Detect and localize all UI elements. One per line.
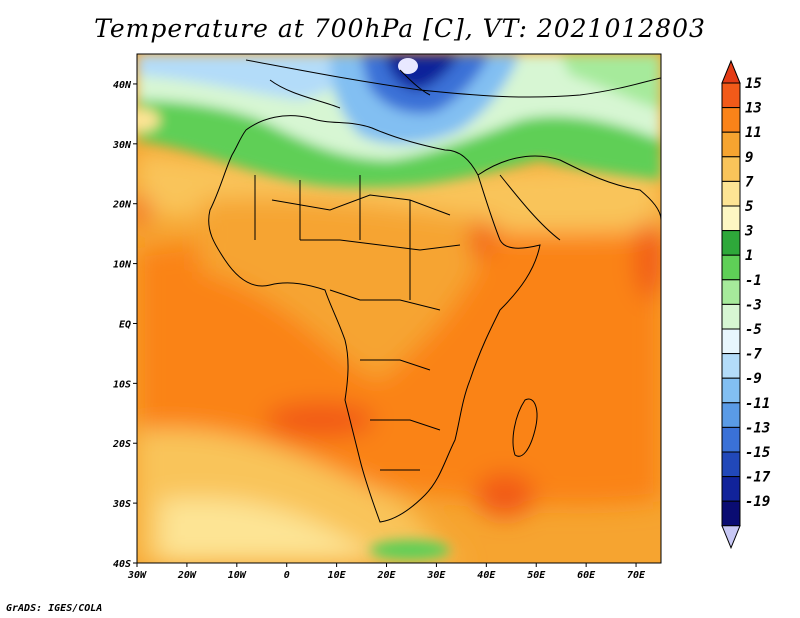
field-band-9c-interior	[200, 197, 500, 380]
colorbar-swatch	[721, 426, 741, 453]
country-borders	[254, 175, 461, 471]
madagascar-coastline	[512, 398, 538, 457]
colorbar-label: -13	[745, 420, 770, 436]
colorbar-swatch	[721, 353, 741, 379]
latitude-axis: 40N 30N 20N 10N EQ 10S 20S 30S 40S	[112, 80, 137, 570]
lat-tick-label: EQ	[119, 319, 131, 330]
lat-tick-label: 20N	[112, 200, 132, 211]
colorbar-swatch	[721, 476, 741, 502]
colorbar-label: 9	[745, 150, 753, 166]
colorbar-label: 13	[745, 101, 762, 117]
credit-text: GrADS: IGES/COLA	[6, 603, 103, 614]
colorbar-label: 11	[745, 125, 762, 141]
lat-tick-label: 30S	[112, 499, 131, 510]
colorbar-swatch	[721, 205, 741, 232]
longitude-axis: 30W 20W 10W 0 10E 20E 30E 40E 50E 60E 70E	[127, 563, 646, 581]
lon-tick-label: 10E	[328, 570, 347, 581]
colorbar-swatch	[721, 131, 741, 158]
temperature-field	[137, 54, 661, 563]
colorbar-swatch	[721, 500, 741, 527]
europe-coastline	[245, 59, 661, 109]
colorbar-label: 3	[744, 224, 753, 240]
colorbar-swatch	[721, 254, 741, 281]
field-band-1c-south	[370, 540, 450, 560]
colorbar-swatch	[721, 107, 741, 133]
field-band-m19c	[398, 58, 418, 74]
lon-tick-label: 20W	[177, 570, 197, 581]
lat-tick-label: 30N	[112, 140, 132, 151]
colorbar-label: -1	[745, 273, 762, 289]
colorbar-swatch	[721, 279, 741, 305]
colorbar-swatch	[721, 451, 741, 478]
africa-coastline	[208, 115, 541, 523]
colorbar-label: 5	[745, 199, 753, 215]
colorbar-swatch	[721, 303, 741, 330]
arabia-coastline	[477, 155, 661, 241]
lon-tick-label: 70E	[627, 570, 646, 581]
field-band-5c-south	[160, 498, 380, 563]
coastlines	[208, 59, 661, 523]
colorbar-label: -19	[745, 494, 770, 510]
field-hotspot-west	[137, 196, 150, 224]
lon-tick-label: 10W	[228, 570, 247, 581]
colorbar-swatch	[721, 230, 741, 256]
colorbar-label: 1	[745, 248, 753, 264]
lon-tick-label: 30W	[127, 570, 147, 581]
colorbar-label: 15	[745, 76, 762, 92]
colorbar-label: -11	[745, 396, 770, 412]
lat-tick-label: 20S	[112, 439, 131, 450]
colorbar-swatch	[721, 156, 741, 182]
field-hotspot-atlantic	[265, 402, 375, 438]
lon-tick-label: 40E	[477, 570, 496, 581]
lon-tick-label: 20E	[376, 570, 396, 581]
colorbar-label: -7	[745, 347, 762, 363]
colorbar-swatch	[721, 82, 741, 109]
colorbar: 15 13 11 9 7 5 3 1 -1 -3 -5 -7 -9 -11 -13 -15 -17 -19	[721, 59, 771, 550]
colorbar-swatch	[721, 377, 741, 404]
lat-tick-label: 10S	[113, 379, 131, 390]
colorbar-label: -9	[745, 371, 762, 387]
colorbar-swatch	[721, 180, 741, 207]
colorbar-top-arrow	[721, 59, 741, 84]
lat-tick-label: 40S	[113, 559, 131, 570]
field-band-5c-atlantic	[137, 108, 160, 132]
lon-tick-label: 0	[284, 570, 290, 581]
colorbar-swatch	[721, 328, 741, 355]
field-hotspot-indian	[475, 473, 535, 517]
field-band-m1c-east	[560, 54, 661, 110]
plot-frame	[136, 53, 662, 564]
colorbar-label: -5	[745, 322, 762, 338]
field-hotspot-east	[635, 220, 661, 300]
colorbar-label: -3	[745, 297, 762, 313]
colorbar-label: -17	[745, 470, 771, 486]
colorbar-bottom-arrow	[721, 525, 741, 550]
lon-tick-label: 50E	[527, 570, 546, 581]
field-hotspot-ethiopia	[470, 222, 494, 258]
colorbar-label: 7	[745, 174, 754, 190]
chart-title: Temperature at 700hPa [C], VT: 202101280…	[94, 14, 706, 43]
lon-tick-label: 60E	[577, 570, 596, 581]
colorbar-swatch	[721, 402, 741, 428]
colorbar-label: -15	[745, 445, 770, 461]
lon-tick-label: 30E	[426, 570, 446, 581]
lat-tick-label: 10N	[113, 260, 132, 271]
lat-tick-label: 40N	[113, 80, 132, 91]
